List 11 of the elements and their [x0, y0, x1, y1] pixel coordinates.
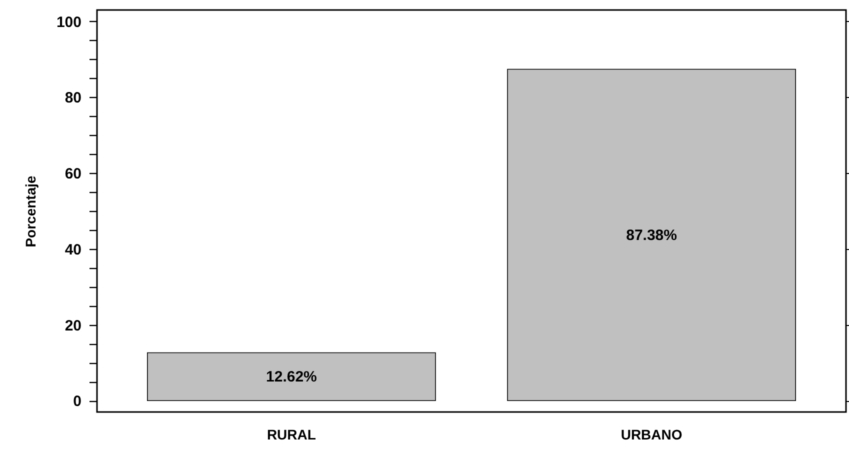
data-label: 87.38% [626, 226, 677, 244]
y-axis-title: Porcentaje [22, 175, 38, 248]
y-tick-label: 20 [64, 317, 82, 334]
x-tick-label: RURAL [266, 426, 316, 442]
y-tick-label: 80 [64, 90, 82, 107]
y-tick-label: 60 [64, 166, 82, 183]
y-tick-label: 40 [64, 241, 82, 258]
y-tick-label: 100 [56, 14, 82, 31]
x-tick-label: URBANO [620, 426, 682, 442]
y-tick-label: 0 [73, 393, 82, 410]
data-label: 12.62% [266, 368, 317, 386]
